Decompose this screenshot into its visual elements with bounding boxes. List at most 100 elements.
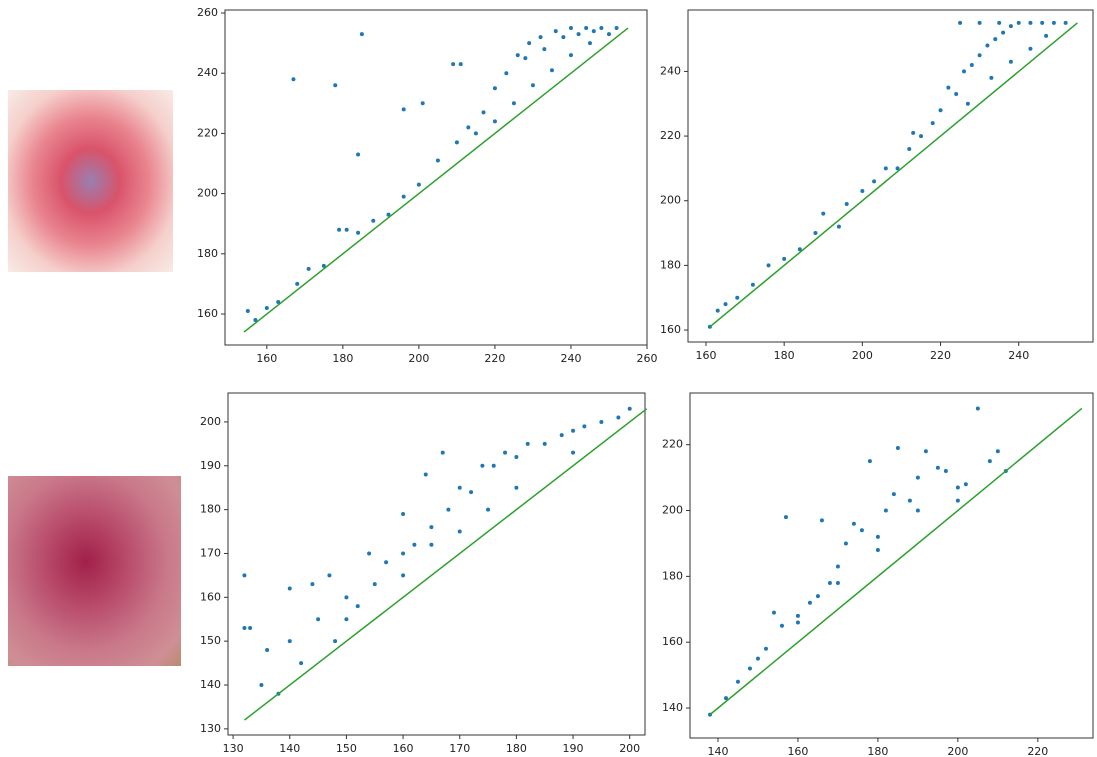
- scatter-point: [977, 53, 982, 58]
- scatter-point: [723, 696, 728, 701]
- scatter-point: [591, 29, 596, 34]
- scatter-point: [723, 302, 728, 307]
- scatter-point: [291, 77, 296, 82]
- scatter-point: [895, 445, 900, 450]
- scatter-point: [938, 108, 943, 113]
- scatter-point: [412, 542, 417, 547]
- scatter-point: [987, 459, 992, 464]
- scatter-point: [969, 62, 974, 67]
- x-tick-label: 260: [637, 352, 658, 365]
- scatter-point: [763, 646, 768, 651]
- scatter-point: [337, 227, 342, 232]
- diagonal-line: [243, 408, 648, 721]
- scatter-point: [446, 507, 451, 512]
- scatter-point: [571, 428, 576, 433]
- scatter-point: [915, 475, 920, 480]
- y-tick-label: 180: [662, 569, 683, 582]
- scatter-point: [1063, 20, 1068, 25]
- scatter-point: [1044, 33, 1049, 38]
- scatter-point: [530, 83, 535, 88]
- x-tick-label: 160: [393, 742, 414, 755]
- scatter-point: [599, 26, 604, 31]
- scatter-point: [875, 548, 880, 553]
- scatter-point: [997, 20, 1002, 25]
- scatter-point: [599, 419, 604, 424]
- y-tick-label: 260: [197, 6, 218, 19]
- scatter-point: [525, 441, 530, 446]
- scatter-point: [372, 582, 377, 587]
- scatter-point: [1051, 20, 1056, 25]
- scatter-point: [875, 534, 880, 539]
- scatter-point: [514, 485, 519, 490]
- scatter-point: [995, 449, 1000, 454]
- scatter-point: [867, 459, 872, 464]
- scatter-point: [248, 626, 253, 631]
- scatter-point: [423, 472, 428, 477]
- scatter-point: [747, 666, 752, 671]
- lesion-image: [8, 90, 173, 272]
- x-tick-label: 160: [256, 352, 277, 365]
- scatter-point: [265, 647, 270, 652]
- scatter-point: [333, 639, 338, 644]
- scatter-point: [457, 485, 462, 490]
- scatter-point: [355, 604, 360, 609]
- scatter-point: [469, 490, 474, 495]
- x-tick-label: 170: [449, 742, 470, 755]
- scatter-point: [883, 508, 888, 513]
- scatter-point: [783, 515, 788, 520]
- x-tick-label: 130: [223, 742, 244, 755]
- scatter-point: [977, 20, 982, 25]
- diagonal-line: [709, 22, 1078, 328]
- scatter-point: [492, 119, 497, 124]
- scatter-point: [782, 256, 787, 261]
- scatter-point: [872, 179, 877, 184]
- scatter-point: [779, 623, 784, 628]
- scatter-point: [750, 282, 755, 287]
- scatter-point: [860, 189, 865, 194]
- scatter-point: [440, 450, 445, 455]
- x-tick-label: 160: [695, 349, 716, 362]
- scatter-point: [955, 485, 960, 490]
- x-tick-label: 200: [619, 742, 640, 755]
- scatter-point: [584, 26, 589, 31]
- scatter-point: [571, 450, 576, 455]
- scatter-point: [587, 41, 592, 46]
- x-tick-label: 190: [563, 742, 584, 755]
- y-tick-label: 160: [662, 635, 683, 648]
- y-tick-label: 190: [200, 459, 221, 472]
- y-tick-label: 200: [662, 504, 683, 517]
- scatter-point: [568, 26, 573, 31]
- y-tick-label: 220: [660, 129, 681, 142]
- scatter-point: [259, 683, 264, 688]
- scatter-point: [327, 573, 332, 578]
- scatter-point: [264, 305, 269, 310]
- scatter-point: [627, 406, 632, 411]
- scatter-point: [993, 37, 998, 42]
- scatter-point: [299, 661, 304, 666]
- x-tick-label: 200: [947, 745, 968, 757]
- scatter-point: [895, 166, 900, 171]
- scatter-point: [253, 318, 258, 323]
- scatter-point: [245, 308, 250, 313]
- x-tick-label: 180: [774, 349, 795, 362]
- scatter-point: [527, 41, 532, 46]
- x-tick-label: 150: [336, 742, 357, 755]
- y-tick-label: 200: [200, 415, 221, 428]
- scatter-point: [915, 508, 920, 513]
- y-tick-label: 150: [200, 634, 221, 647]
- scatter-point: [907, 147, 912, 152]
- scatter-point: [985, 43, 990, 48]
- y-tick-label: 200: [660, 194, 681, 207]
- scatter-point: [306, 266, 311, 271]
- scatter-point: [1028, 20, 1033, 25]
- scatter-point: [819, 518, 824, 523]
- scatter-point: [504, 71, 509, 76]
- scatter-point: [321, 263, 326, 268]
- scatter-point: [559, 433, 564, 438]
- scatter-point: [943, 469, 948, 474]
- scatter-point: [367, 551, 372, 556]
- plot-frame: [689, 392, 1094, 739]
- scatter-point: [955, 498, 960, 503]
- diagonal-line: [709, 407, 1083, 716]
- scatter-point: [735, 295, 740, 300]
